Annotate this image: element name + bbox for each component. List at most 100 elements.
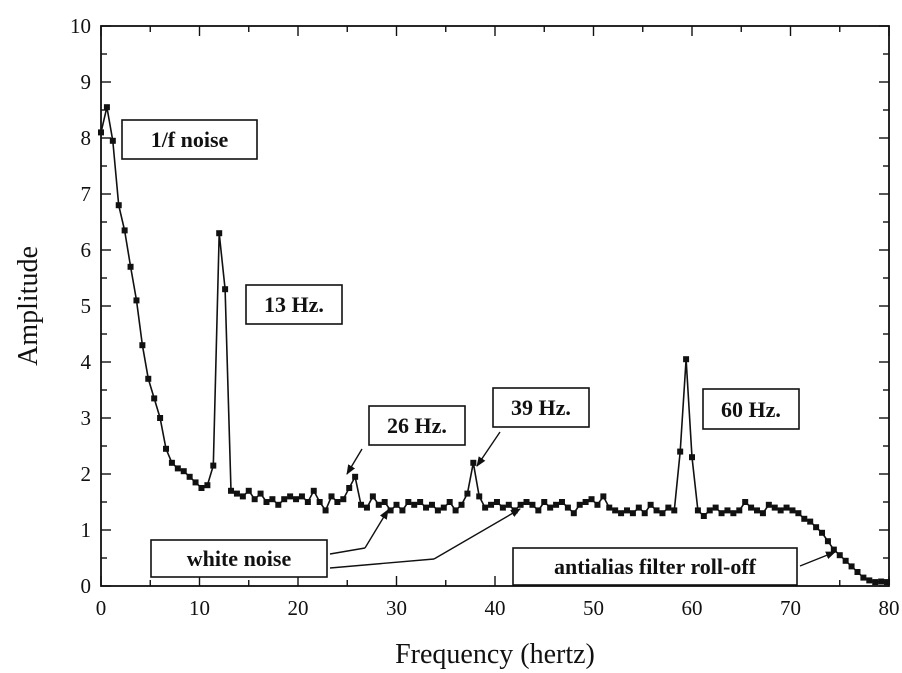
- data-point: [789, 507, 796, 514]
- data-point: [836, 552, 843, 559]
- y-tick-label: 8: [81, 126, 92, 150]
- annotation-antialias: antialias filter roll-off: [512, 547, 798, 586]
- data-point: [653, 507, 660, 514]
- annotation-white-noise: white noise: [150, 539, 328, 578]
- data-point: [588, 496, 595, 503]
- data-point: [547, 504, 554, 511]
- data-point: [884, 579, 891, 586]
- data-point: [535, 507, 542, 514]
- data-point: [866, 577, 873, 584]
- axis-ticks: [100, 25, 890, 587]
- y-tick-label: 3: [81, 406, 92, 430]
- data-point: [647, 501, 654, 508]
- data-point: [428, 501, 435, 508]
- y-tick-labels: 0 1 2 3 4 5 6 7 8 9 10: [70, 14, 92, 598]
- data-point: [499, 504, 506, 511]
- svg-text:antialias filter roll-off: antialias filter roll-off: [554, 554, 757, 579]
- data-point: [783, 504, 790, 511]
- data-point: [192, 479, 199, 486]
- data-point: [476, 493, 483, 500]
- data-point: [529, 501, 536, 508]
- data-point: [854, 569, 861, 575]
- data-point: [393, 501, 400, 508]
- data-point: [470, 459, 477, 466]
- data-point: [157, 415, 164, 421]
- data-point: [706, 507, 713, 514]
- data-point: [103, 104, 110, 111]
- data-point: [163, 445, 170, 452]
- x-tick-label: 20: [288, 596, 309, 620]
- data-point: [724, 507, 731, 514]
- data-point: [659, 510, 666, 517]
- data-point: [287, 493, 294, 500]
- x-tick-labels: 0 10 20 30 40 50 60 70 80: [96, 596, 900, 620]
- data-point: [458, 501, 465, 508]
- data-point: [281, 496, 288, 503]
- data-point: [505, 501, 512, 508]
- data-point: [263, 499, 270, 505]
- data-point: [222, 286, 229, 293]
- data-point: [446, 499, 453, 505]
- data-point: [411, 501, 418, 508]
- data-point: [576, 501, 583, 508]
- data-point: [712, 504, 719, 511]
- data-point: [842, 557, 849, 564]
- data-point: [180, 468, 187, 475]
- series-markers: [98, 104, 891, 586]
- data-point: [801, 515, 808, 522]
- data-point: [700, 513, 707, 519]
- x-tick-label: 80: [879, 596, 900, 620]
- data-point: [310, 487, 317, 494]
- series-line: [100, 107, 888, 583]
- y-axis-title: Amplitude: [13, 246, 44, 366]
- x-tick-label: 60: [682, 596, 703, 620]
- data-point: [316, 499, 323, 505]
- data-point: [340, 496, 347, 503]
- data-point: [795, 510, 802, 517]
- x-tick-label: 0: [96, 596, 107, 620]
- data-point: [151, 395, 158, 402]
- svg-text:1/f noise: 1/f noise: [151, 127, 229, 152]
- annotation-26hz: 26 Hz.: [368, 405, 466, 446]
- data-point: [133, 297, 140, 304]
- data-point: [558, 499, 565, 505]
- data-point: [168, 459, 175, 466]
- data-point: [109, 137, 116, 144]
- annotation-arrows: [329, 431, 836, 569]
- data-point: [493, 499, 500, 505]
- y-tick-label: 5: [81, 294, 92, 318]
- data-point: [777, 507, 784, 514]
- data-point: [606, 504, 613, 511]
- data-point: [98, 129, 104, 136]
- data-point: [600, 493, 607, 500]
- data-point: [298, 493, 305, 500]
- data-point: [813, 524, 820, 531]
- data-point: [824, 538, 831, 545]
- data-point: [748, 504, 755, 511]
- data-point: [405, 499, 412, 505]
- data-point: [434, 507, 441, 514]
- data-point: [352, 473, 359, 480]
- data-point: [582, 499, 589, 505]
- data-point: [629, 510, 636, 517]
- data-point: [819, 529, 826, 536]
- data-point: [387, 507, 394, 514]
- svg-text:white noise: white noise: [187, 546, 292, 571]
- svg-text:39 Hz.: 39 Hz.: [511, 395, 571, 420]
- y-tick-label: 0: [81, 574, 92, 598]
- data-point: [363, 504, 370, 511]
- data-point: [204, 482, 211, 489]
- data-point: [594, 501, 601, 508]
- data-point: [623, 507, 630, 514]
- data-point: [730, 510, 737, 517]
- data-point: [304, 499, 311, 505]
- data-point: [251, 496, 258, 503]
- y-tick-label: 1: [81, 518, 92, 542]
- data-point: [523, 499, 530, 505]
- data-point: [570, 510, 577, 517]
- data-point: [346, 485, 353, 491]
- data-point: [564, 504, 571, 511]
- data-point: [759, 510, 766, 517]
- data-point: [239, 493, 246, 500]
- data-point: [322, 507, 329, 514]
